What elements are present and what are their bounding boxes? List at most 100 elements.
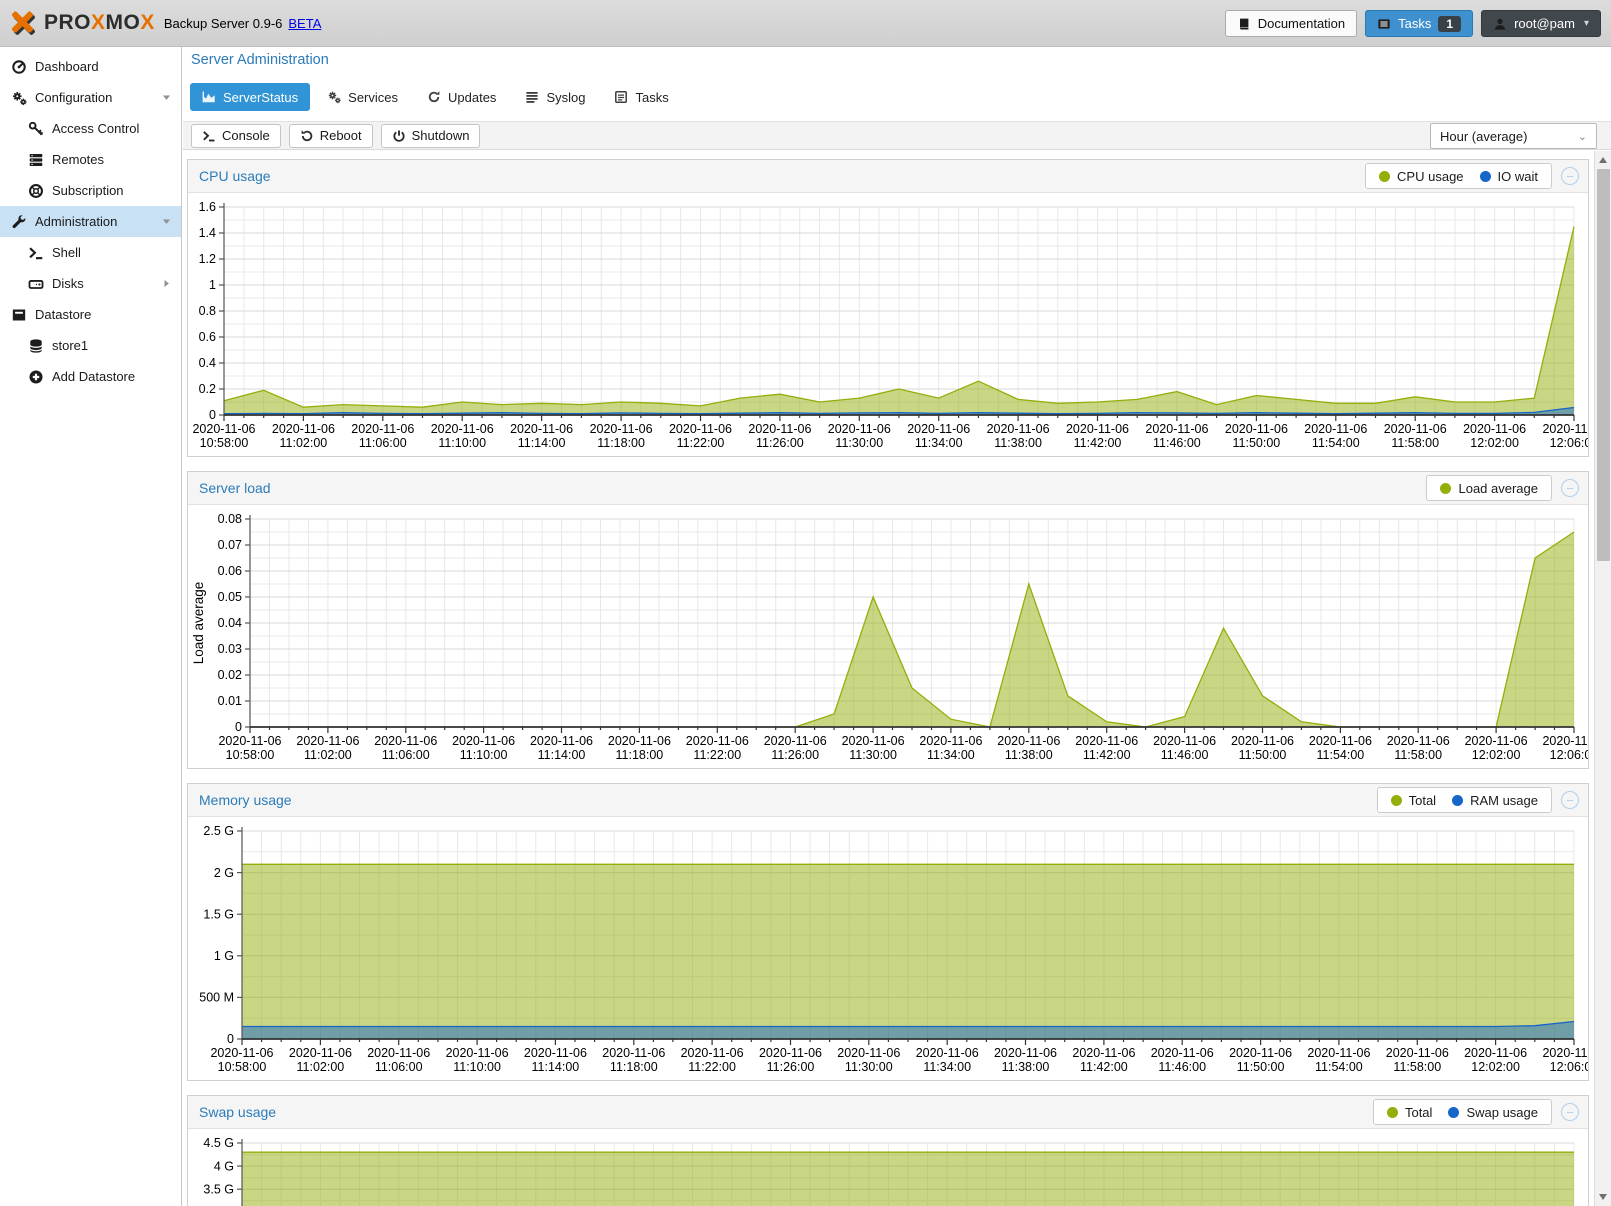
legend-item[interactable]: CPU usage	[1379, 169, 1464, 184]
svg-text:11:26:00: 11:26:00	[767, 1060, 815, 1074]
console-button[interactable]: Console	[191, 123, 281, 148]
sidebar-item-label: Administration	[35, 214, 118, 229]
svg-text:2020-11-06: 2020-11-06	[1386, 1046, 1449, 1060]
terminal-icon	[202, 129, 216, 143]
legend-item[interactable]: Swap usage	[1448, 1105, 1538, 1120]
timeframe-select[interactable]: Hour (average) ⌄	[1430, 123, 1597, 149]
vertical-scrollbar[interactable]	[1594, 151, 1611, 1206]
svg-text:2020-11-06: 2020-11-06	[764, 734, 827, 748]
scroll-up-arrow[interactable]	[1595, 152, 1611, 168]
tasks-button[interactable]: Tasks 1	[1365, 10, 1474, 37]
sidebar-item-datastore[interactable]: Datastore	[0, 299, 181, 330]
legend-item[interactable]: Total	[1390, 793, 1436, 808]
svg-text:2020-11-06: 2020-11-06	[1153, 734, 1216, 748]
chevron-down-icon: ▾	[1583, 18, 1589, 29]
svg-text:1.5 G: 1.5 G	[203, 907, 234, 921]
beta-link[interactable]: BETA	[288, 15, 322, 31]
scrollbar-thumb[interactable]	[1597, 169, 1610, 561]
svg-text:2020-11-06: 2020-11-06	[1464, 1046, 1527, 1060]
tab-serverstatus[interactable]: ServerStatus	[190, 83, 311, 111]
svg-text:11:10:00: 11:10:00	[453, 1060, 501, 1074]
tab-services[interactable]: Services	[315, 83, 410, 111]
svg-text:2020-11-06: 2020-11-06	[218, 734, 281, 748]
plus-circle-icon	[28, 369, 44, 385]
list-icon	[525, 90, 539, 104]
svg-text:0.05: 0.05	[218, 590, 242, 604]
sidebar-item-label: Shell	[52, 245, 81, 260]
svg-text:2020-11-06: 2020-11-06	[510, 422, 573, 436]
svg-text:2020-11-06: 2020-11-06	[452, 734, 515, 748]
sidebar-item-label: Dashboard	[35, 59, 99, 74]
sidebar-item-store1[interactable]: store1	[0, 330, 181, 361]
svg-text:11:10:00: 11:10:00	[438, 436, 486, 450]
tab-syslog[interactable]: Syslog	[513, 83, 597, 111]
collapse-panel-icon[interactable]: −	[1561, 479, 1579, 497]
sidebar-item-disks[interactable]: Disks	[0, 268, 181, 299]
svg-text:2020-11-06: 2020-11-06	[1229, 1046, 1292, 1060]
svg-text:2020-11-06: 2020-11-06	[994, 1046, 1057, 1060]
svg-text:11:46:00: 11:46:00	[1153, 436, 1201, 450]
svg-text:2020-11-06: 2020-11-06	[272, 422, 335, 436]
user-icon	[1493, 17, 1507, 31]
svg-text:11:22:00: 11:22:00	[693, 748, 741, 762]
sidebar-item-dashboard[interactable]: Dashboard	[0, 51, 181, 82]
svg-text:2020-11-06: 2020-11-06	[289, 1046, 352, 1060]
wrench-icon	[11, 214, 27, 230]
svg-text:11:06:00: 11:06:00	[382, 748, 430, 762]
reboot-button[interactable]: Reboot	[288, 123, 373, 148]
sidebar-item-access-control[interactable]: Access Control	[0, 113, 181, 144]
shutdown-button[interactable]: Shutdown	[380, 123, 481, 148]
svg-text:2020-11-06: 2020-11-06	[987, 422, 1050, 436]
svg-text:12:02:00: 12:02:00	[1470, 436, 1519, 450]
remotes-icon	[28, 152, 44, 168]
svg-text:11:30:00: 11:30:00	[835, 436, 883, 450]
legend-item[interactable]: IO wait	[1479, 169, 1538, 184]
svg-text:10:58:00: 10:58:00	[218, 1060, 267, 1074]
legend-dot	[1379, 170, 1391, 182]
legend-item[interactable]: RAM usage	[1452, 793, 1538, 808]
collapse-panel-icon[interactable]: −	[1561, 1103, 1579, 1121]
svg-text:11:54:00: 11:54:00	[1312, 436, 1360, 450]
sidebar-item-remotes[interactable]: Remotes	[0, 144, 181, 175]
sidebar-item-administration[interactable]: Administration	[0, 206, 181, 237]
svg-text:2020-11-06: 2020-11-06	[608, 734, 671, 748]
user-menu-button[interactable]: root@pam ▾	[1481, 10, 1601, 37]
collapse-panel-icon[interactable]: −	[1561, 791, 1579, 809]
svg-text:2020-11-06: 2020-11-06	[602, 1046, 665, 1060]
documentation-button[interactable]: Documentation	[1224, 10, 1358, 37]
svg-text:10:58:00: 10:58:00	[226, 748, 275, 762]
sidebar-item-subscription[interactable]: Subscription	[0, 175, 181, 206]
svg-text:11:50:00: 11:50:00	[1237, 1060, 1285, 1074]
sidebar-item-label: Configuration	[35, 90, 113, 105]
svg-text:11:02:00: 11:02:00	[297, 1060, 345, 1074]
svg-text:0.2: 0.2	[199, 382, 216, 396]
sidebar-item-add-datastore[interactable]: Add Datastore	[0, 361, 181, 392]
sidebar-item-shell[interactable]: Shell	[0, 237, 181, 268]
tab-updates[interactable]: Updates	[415, 83, 508, 111]
svg-text:0: 0	[227, 1032, 234, 1046]
tab-tasks[interactable]: Tasks	[602, 83, 680, 111]
svg-text:2020-11-06: 2020-11-06	[192, 422, 255, 436]
svg-text:11:22:00: 11:22:00	[688, 1060, 736, 1074]
svg-text:0: 0	[235, 720, 242, 734]
svg-text:2020-11-06: 2020-11-06	[919, 734, 982, 748]
svg-text:2020-11-06: 2020-11-06	[351, 422, 414, 436]
collapse-panel-icon[interactable]: −	[1561, 167, 1579, 185]
svg-text:11:34:00: 11:34:00	[927, 748, 975, 762]
svg-text:2020-11-06: 2020-11-06	[1463, 422, 1526, 436]
legend-item[interactable]: Load average	[1440, 481, 1538, 496]
svg-text:4 G: 4 G	[214, 1159, 234, 1173]
svg-text:1 G: 1 G	[214, 949, 234, 963]
legend-item[interactable]: Total	[1386, 1105, 1432, 1120]
svg-text:2020-11-06: 2020-11-06	[1066, 422, 1129, 436]
svg-text:11:26:00: 11:26:00	[756, 436, 804, 450]
svg-text:12:02:00: 12:02:00	[1472, 748, 1521, 762]
svg-text:2020-11-06: 2020-11-06	[590, 422, 653, 436]
svg-text:11:46:00: 11:46:00	[1158, 1060, 1206, 1074]
scroll-down-arrow[interactable]	[1595, 1189, 1611, 1205]
chart-legend: Total Swap usage	[1372, 1099, 1552, 1125]
sidebar-item-configuration[interactable]: Configuration	[0, 82, 181, 113]
chart-legend: Load average	[1426, 475, 1552, 501]
svg-text:11:06:00: 11:06:00	[359, 436, 407, 450]
